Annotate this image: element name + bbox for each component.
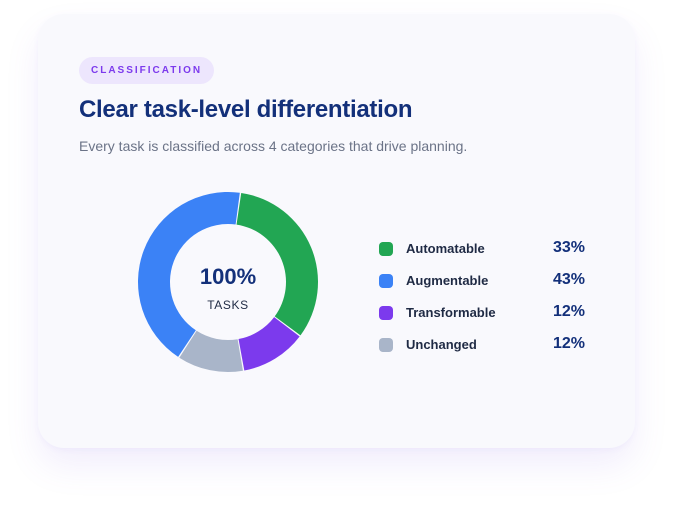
classification-card: CLASSIFICATION Clear task-level differen… — [38, 14, 635, 448]
donut-slice-augmentable — [138, 192, 240, 357]
legend-value: 33% — [552, 239, 585, 256]
legend-label: Automatable — [406, 241, 485, 256]
category-badge: CLASSIFICATION — [79, 57, 215, 84]
donut-slice-automatable — [236, 192, 318, 336]
donut-slice-transformable — [238, 317, 300, 371]
legend-value: 12% — [552, 303, 585, 320]
card-title: Clear task-level differentiation — [79, 96, 413, 123]
donut-slice-unchanged — [179, 330, 243, 372]
legend: Automatable 33% Augmentable 43% Transfor… — [379, 238, 585, 366]
donut-segments — [138, 192, 318, 372]
legend-swatch — [379, 274, 393, 288]
legend-value: 12% — [552, 335, 585, 352]
legend-value: 43% — [552, 271, 585, 288]
legend-label: Augmentable — [406, 273, 489, 288]
legend-swatch — [379, 338, 393, 352]
legend-swatch — [379, 242, 393, 256]
card-subtitle: Every task is classified across 4 catego… — [79, 138, 468, 154]
legend-item-unchanged: Unchanged 12% — [379, 334, 585, 366]
legend-item-transformable: Transformable 12% — [379, 302, 585, 334]
donut-chart — [138, 192, 318, 372]
legend-swatch — [379, 306, 393, 320]
legend-item-automatable: Automatable 33% — [379, 238, 585, 270]
legend-label: Unchanged — [406, 337, 477, 352]
legend-item-augmentable: Augmentable 43% — [379, 270, 585, 302]
legend-label: Transformable — [406, 305, 496, 320]
